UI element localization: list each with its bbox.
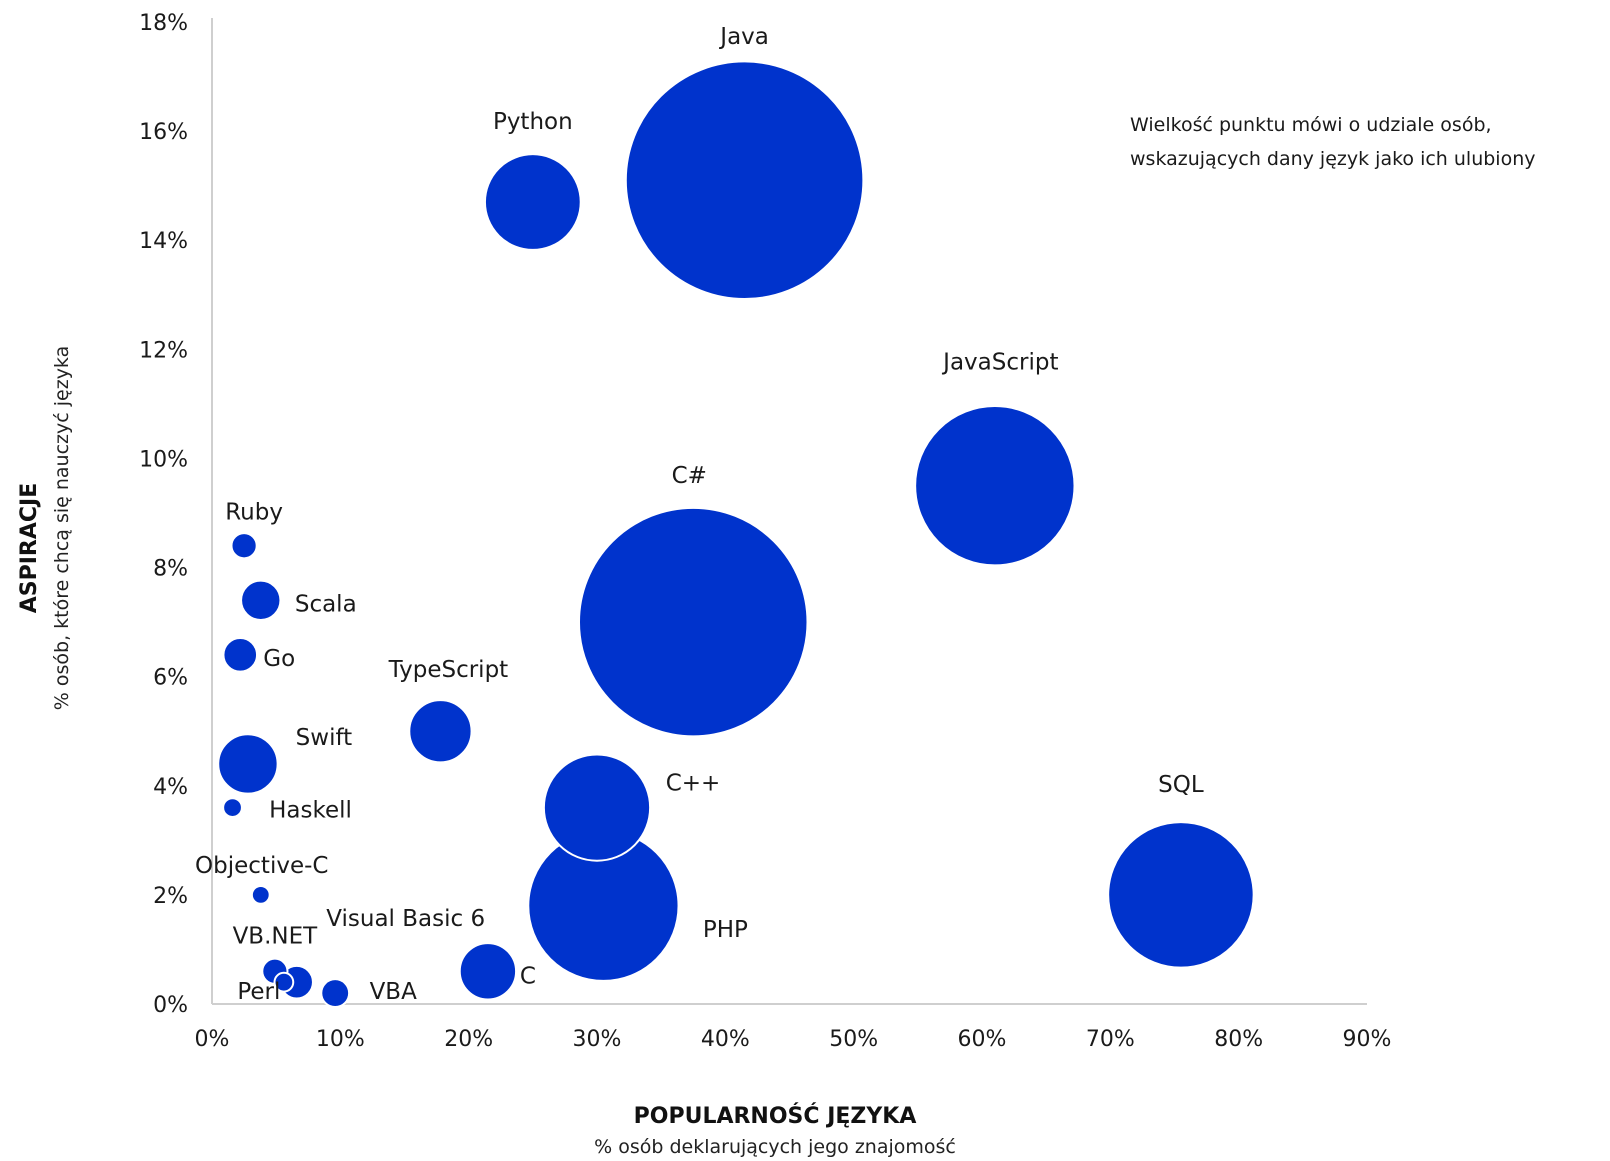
x-axis-title: POPULARNOŚĆ JĘZYKA [634,1103,917,1129]
axes: 0% 10% 20% 30% 40% 50% 60% 70% 80% 90% 0% 2% 4% 6% 8% 1… [139,11,1391,1052]
y-tick-label: 4% [153,775,188,800]
label-visual-basic-6: Visual Basic 6 [326,906,485,932]
y-tick-label: 12% [139,338,188,363]
bubble-haskell [222,797,243,818]
bubble-c- [577,506,809,738]
y-tick-label: 18% [139,11,188,36]
label-javascript: JavaScript [941,350,1058,376]
y-tick-label: 14% [139,229,188,254]
y-axis-title: ASPIRACJE [17,483,42,614]
x-tick-label: 60% [958,1027,1007,1052]
bubble-javascript [914,405,1076,567]
bubble-c [458,942,518,1001]
x-axis-subtitle: % osób deklarujących jego znajomość [594,1136,956,1158]
bubble-python [483,153,582,251]
label-c-: C++ [666,771,721,797]
x-tick-label: 70% [1086,1027,1135,1052]
label-scala: Scala [295,591,357,617]
y-tick-label: 2% [153,884,188,909]
label-swift: Swift [296,725,353,751]
label-perl: Perl [237,979,280,1005]
bubble-swift [217,733,279,795]
label-c-: C# [672,463,707,489]
y-tick-label: 10% [139,447,188,472]
x-tick-label: 30% [573,1027,622,1052]
label-php: PHP [703,917,748,943]
x-tick-label: 40% [701,1027,750,1052]
y-tick-label: 8% [153,557,188,582]
label-haskell: Haskell [269,798,352,824]
bubble-java [624,60,865,301]
label-vb-net: VB.NET [233,923,319,949]
x-tick-label: 0% [195,1027,230,1052]
label-java: Java [718,24,769,50]
x-tick-label: 80% [1214,1027,1263,1052]
bubble-scala [240,579,282,621]
bubble-typescript [408,699,473,764]
size-note-line-2: wskazujących dany język jako ich ulubion… [1130,148,1536,170]
label-sql: SQL [1158,772,1204,798]
y-tick-label: 16% [139,120,188,145]
label-typescript: TypeScript [388,657,509,683]
y-tick-label: 0% [153,993,188,1018]
y-tick-label: 6% [153,666,188,691]
point-labels: Java Python JavaScript C# SQL PHP C++ TypeScrip… [195,24,1204,1005]
label-python: Python [493,109,573,135]
label-objective-c: Objective-C [195,853,328,879]
bubble-go [222,637,259,673]
y-axis-subtitle: % osób, które chcą się nauczyć języka [51,346,73,710]
bubble-sql [1107,821,1255,969]
bubble-ruby [230,532,258,560]
label-c: C [520,963,536,989]
bubble-objective-c [250,884,271,905]
bubble-c- [542,753,652,862]
x-tick-label: 50% [829,1027,878,1052]
label-vba: VBA [370,979,418,1005]
bubbles [217,60,1255,1009]
bubble-perl [273,971,295,993]
label-go: Go [263,646,295,672]
size-note-line-1: Wielkość punktu mówi o udziale osób, [1130,114,1492,136]
x-tick-label: 10% [316,1027,365,1052]
label-ruby: Ruby [225,500,283,526]
x-tick-label: 90% [1343,1027,1392,1052]
x-tick-label: 20% [444,1027,493,1052]
bubble-vba [320,978,351,1009]
